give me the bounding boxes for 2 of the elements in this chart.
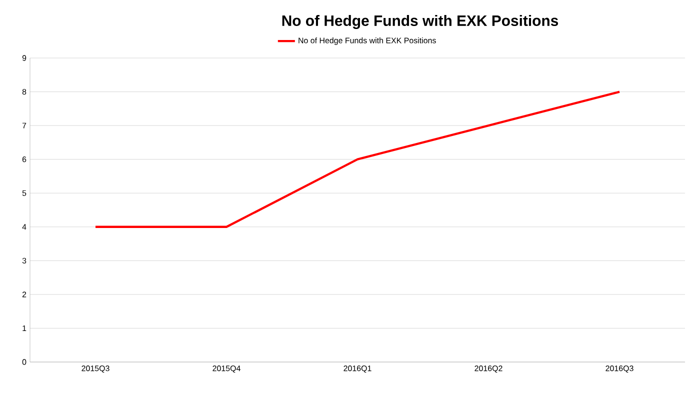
chart-title: No of Hedge Funds with EXK Positions	[282, 15, 558, 29]
line-series	[94, 90, 621, 228]
